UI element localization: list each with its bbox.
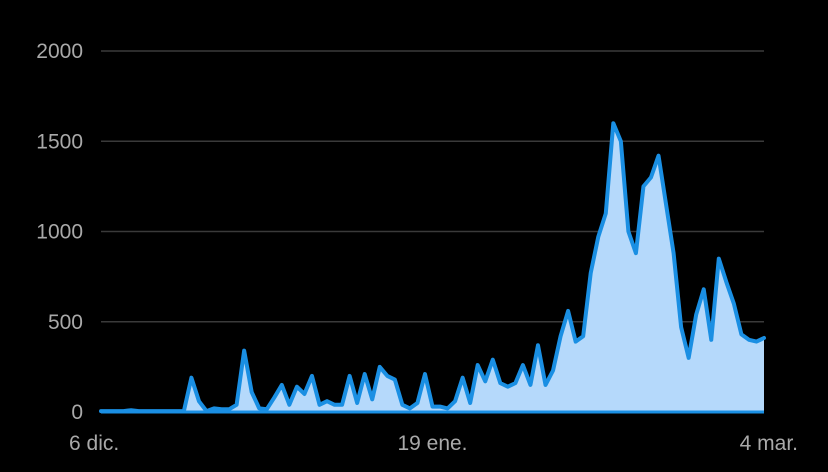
series-area (99, 121, 766, 414)
y-tick-label: 0 (71, 401, 83, 424)
y-tick-label: 1000 (36, 221, 83, 244)
x-tick-label: 19 ene. (397, 432, 467, 455)
y-tick-label: 1500 (36, 130, 83, 153)
y-tick-label: 2000 (36, 40, 83, 63)
y-axis-ticks: 0 500 1000 1500 2000 (36, 40, 83, 424)
series-line (99, 121, 766, 414)
x-tick-label: 6 dic. (69, 432, 119, 455)
y-tick-label: 500 (48, 311, 83, 334)
x-axis-ticks: 6 dic. 19 ene. 4 mar. (69, 432, 798, 455)
series-area-fill (101, 123, 764, 412)
x-tick-label: 4 mar. (740, 432, 798, 455)
